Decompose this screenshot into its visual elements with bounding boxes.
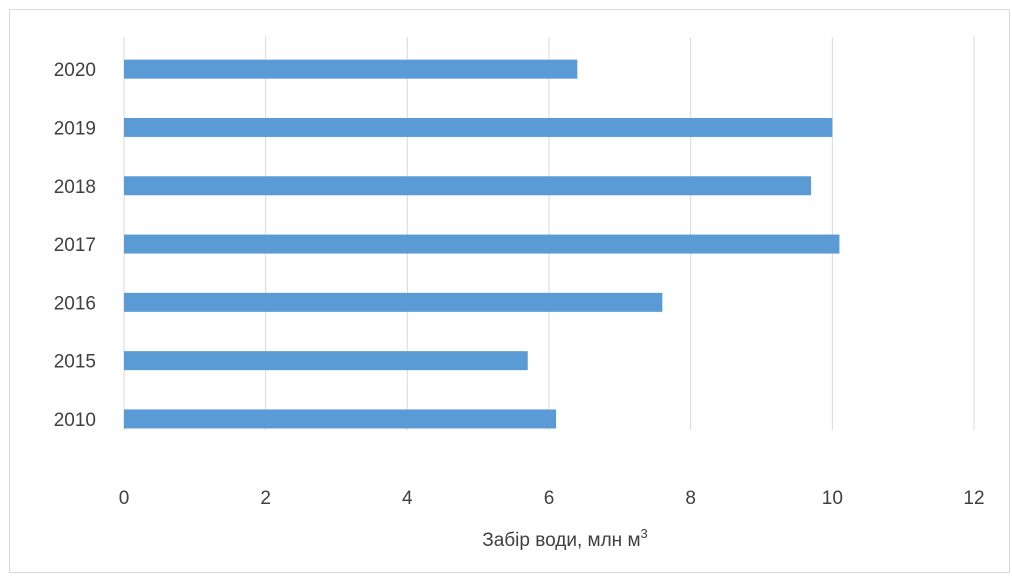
bar-2017	[124, 234, 840, 254]
x-tick-label: 12	[963, 488, 984, 509]
y-axis-tick-labels: 2010 2015 2016 2017 2018 2019 2020	[54, 60, 96, 431]
bar-2020	[124, 59, 578, 79]
bar-2010	[124, 409, 557, 429]
x-tick-label: 4	[402, 488, 413, 509]
bar-2019	[124, 117, 833, 137]
x-tick-label: 10	[822, 488, 843, 509]
gridlines	[123, 37, 975, 430]
bar-chart: 2010 2015 2016 2017 2018 2019 2020 0 2 4 6 8 10 12 З…	[54, 37, 985, 551]
y-tick-label: 2019	[54, 118, 96, 139]
y-tick-label: 2010	[54, 410, 96, 431]
y-tick-label: 2016	[54, 293, 96, 314]
x-tick-label: 8	[685, 488, 696, 509]
bars	[124, 59, 840, 429]
y-tick-label: 2018	[54, 177, 96, 198]
x-tick-label: 2	[260, 488, 271, 509]
x-axis-title-text: Забір води, млн м	[482, 530, 640, 551]
x-tick-label: 0	[119, 488, 130, 509]
y-tick-label: 2015	[54, 352, 96, 373]
x-axis-tick-labels: 0 2 4 6 8 10 12	[119, 488, 985, 509]
chart-area: 2010 2015 2016 2017 2018 2019 2020 0 2 4 6 8 10 12 З…	[9, 9, 1010, 573]
x-axis-title-superscript: 3	[641, 526, 648, 541]
x-tick-label: 6	[544, 488, 555, 509]
y-tick-label: 2020	[54, 60, 96, 81]
bar-2015	[124, 351, 528, 371]
bar-2018	[124, 176, 812, 196]
y-tick-label: 2017	[54, 235, 96, 256]
bar-2016	[124, 292, 663, 312]
x-axis-title: Забір води, млн м3	[482, 526, 648, 551]
